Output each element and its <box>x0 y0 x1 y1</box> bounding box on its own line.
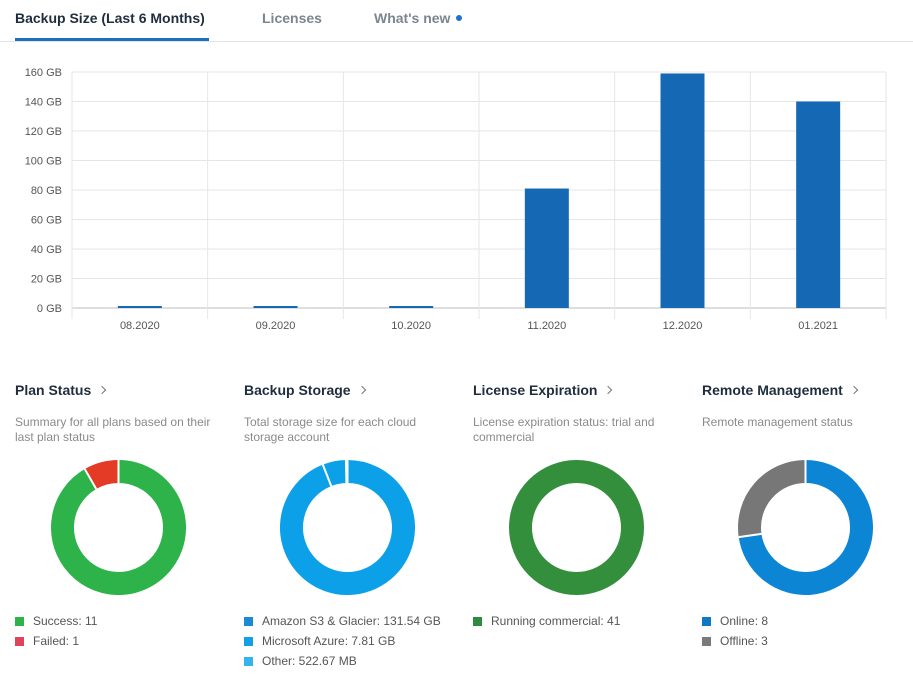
tab-whats-new[interactable]: What's new <box>374 10 463 26</box>
x-tick-label: 12.2020 <box>663 320 703 332</box>
legend-swatch <box>702 616 711 626</box>
y-tick-label: 120 GB <box>25 126 62 138</box>
y-tick-label: 20 GB <box>31 274 62 286</box>
legend-label: Failed: 1 <box>33 634 80 648</box>
plan-status-description: Summary for all plans based on their las… <box>15 415 211 444</box>
bar-01.2021 <box>796 101 841 308</box>
chevron-right-icon <box>604 385 613 395</box>
x-tick-label: 11.2020 <box>527 320 566 332</box>
legend-item: Offline: 3 <box>702 631 768 651</box>
remote-management-description: Remote management status <box>702 415 853 429</box>
bar-11.2020 <box>524 188 569 308</box>
chevron-right-icon <box>98 385 107 395</box>
legend-item: Failed: 1 <box>15 631 97 651</box>
plan-status-legend: Success: 11 Failed: 1 <box>15 611 97 651</box>
donut-segment <box>84 460 120 490</box>
backup-storage-panel: Backup Storage Total storage size for ea… <box>244 380 469 680</box>
backup-size-chart: 0 GB 20 GB 40 GB 60 GB 80 GB 100 GB 120 GB 140 … <box>25 67 887 332</box>
license-expiration-title: License Expiration <box>473 382 598 398</box>
legend-item: Running commercial: 41 <box>473 611 620 631</box>
backup-storage-description: Total storage size for each cloud storag… <box>244 415 417 444</box>
y-tick-label: 0 GB <box>37 303 62 315</box>
legend-swatch <box>702 636 711 646</box>
donut-segment <box>738 460 873 595</box>
legend-swatch <box>473 616 482 626</box>
legend-label: Running commercial: 41 <box>491 614 621 628</box>
legend-swatch <box>15 616 24 626</box>
remote-management-link[interactable]: Remote Management <box>702 382 859 398</box>
chevron-right-icon <box>849 385 859 395</box>
donut-separator <box>83 468 98 490</box>
donut-segment <box>509 460 644 595</box>
x-tick-label: 01.2021 <box>798 320 838 332</box>
remote-management-title: Remote Management <box>702 382 843 398</box>
legend-item: Online: 8 <box>702 611 768 631</box>
backup-storage-legend: Amazon S3 & Glacier: 131.54 GB Microsoft … <box>244 611 441 671</box>
y-tick-label: 160 GB <box>25 67 62 79</box>
legend-label: Other: 522.67 MB <box>262 654 357 668</box>
remote-management-legend: Online: 8 Offline: 3 <box>702 611 768 651</box>
donut-separator <box>344 460 348 484</box>
donut-separator <box>738 532 762 539</box>
backup-storage-link[interactable]: Backup Storage <box>244 382 366 398</box>
donut-segment <box>51 460 186 595</box>
license-expiration-link[interactable]: License Expiration <box>473 382 613 398</box>
y-tick-label: 80 GB <box>31 185 62 197</box>
donut-separator <box>321 464 333 487</box>
y-tick-label: 40 GB <box>31 244 62 256</box>
bar-12.2020 <box>660 73 705 308</box>
active-tab-indicator <box>15 38 209 41</box>
tab-bar: Backup Size (Last 6 Months) Licenses Wha… <box>0 0 913 42</box>
legend-swatch <box>244 616 253 626</box>
plan-status-title: Plan Status <box>15 382 92 398</box>
legend-label: Offline: 3 <box>720 634 768 648</box>
plan-status-donut[interactable] <box>51 460 186 595</box>
y-tick-label: 140 GB <box>25 97 62 109</box>
legend-item: Microsoft Azure: 7.81 GB <box>244 631 441 651</box>
license-expiration-donut[interactable] <box>509 460 644 595</box>
backup-storage-title: Backup Storage <box>244 382 351 398</box>
y-tick-label: 60 GB <box>31 215 62 227</box>
legend-swatch <box>244 636 253 646</box>
legend-label: Online: 8 <box>720 614 769 628</box>
bar-08.2020 <box>117 306 162 308</box>
legend-swatch <box>244 656 253 666</box>
plan-status-link[interactable]: Plan Status <box>15 382 107 398</box>
remote-management-donut[interactable] <box>738 460 873 595</box>
notification-dot <box>456 15 463 21</box>
legend-label: Microsoft Azure: 7.81 GB <box>262 634 396 648</box>
license-expiration-legend: Running commercial: 41 <box>473 611 620 631</box>
legend-item: Amazon S3 & Glacier: 131.54 GB <box>244 611 441 631</box>
legend-label: Amazon S3 & Glacier: 131.54 GB <box>262 614 441 628</box>
x-tick-label: 09.2020 <box>256 320 296 332</box>
remote-management-panel: Remote Management Remote management stat… <box>702 380 913 680</box>
tab-whats-new-label: What's new <box>374 10 451 26</box>
tab-licenses[interactable]: Licenses <box>262 10 322 26</box>
x-tick-label: 08.2020 <box>120 320 160 332</box>
x-tick-label: 10.2020 <box>391 320 431 332</box>
legend-swatch <box>15 636 24 646</box>
donut-segment <box>322 460 347 487</box>
plan-status-panel: Plan Status Summary for all plans based … <box>15 380 240 680</box>
legend-item: Success: 11 <box>15 611 97 631</box>
tab-backup-size[interactable]: Backup Size (Last 6 Months) <box>15 10 205 26</box>
donut-segment <box>738 460 807 538</box>
bar-09.2020 <box>253 306 298 308</box>
license-expiration-panel: License Expiration License expiration st… <box>473 380 698 680</box>
chevron-right-icon <box>357 385 366 395</box>
legend-item: Other: 522.67 MB <box>244 651 441 671</box>
donut-segment <box>280 460 415 595</box>
backup-storage-donut[interactable] <box>280 460 415 595</box>
legend-label: Success: 11 <box>33 614 98 628</box>
bar-10.2020 <box>389 306 434 308</box>
license-expiration-description: License expiration status: trial and com… <box>473 415 655 444</box>
y-tick-label: 100 GB <box>25 156 62 168</box>
